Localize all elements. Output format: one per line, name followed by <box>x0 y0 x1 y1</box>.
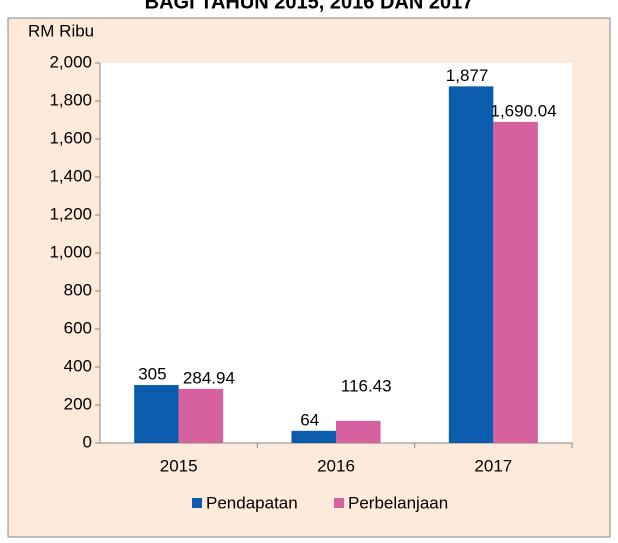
chart-title: BAGI TAHUN 2015, 2016 DAN 2017 <box>145 0 474 13</box>
y-tick-label: 200 <box>64 394 92 413</box>
y-tick-label: 0 <box>83 432 92 451</box>
y-tick-label: 600 <box>64 318 92 337</box>
y-tick-label: 1,800 <box>49 90 92 109</box>
legend-label: Pendapatan <box>206 493 298 512</box>
data-label: 1,690.04 <box>490 101 556 120</box>
bar <box>178 388 224 443</box>
y-tick-label: 1,000 <box>49 242 92 261</box>
y-tick-label: 2,000 <box>49 52 92 71</box>
x-tick-label: 2015 <box>160 456 198 475</box>
y-tick-label: 800 <box>64 280 92 299</box>
legend-swatch <box>192 498 202 508</box>
x-tick-label: 2017 <box>474 456 512 475</box>
bar <box>291 430 336 443</box>
data-label: 1,877 <box>446 66 489 85</box>
y-tick-label: 1,400 <box>49 166 92 185</box>
data-label: 64 <box>300 410 319 429</box>
bar <box>493 121 538 444</box>
y-tick-label: 1,200 <box>49 204 92 223</box>
legend-swatch <box>334 498 344 508</box>
bar <box>134 385 179 443</box>
bar <box>448 86 494 444</box>
bar <box>336 420 381 443</box>
y-tick-label: 1,600 <box>49 128 92 147</box>
data-label: 284.94 <box>183 368 235 387</box>
y-axis-label: RM Ribu <box>28 21 94 40</box>
x-tick-label: 2016 <box>317 456 355 475</box>
data-label: 305 <box>138 365 166 384</box>
legend-label: Perbelanjaan <box>348 493 448 512</box>
data-label: 116.43 <box>341 376 392 395</box>
y-tick-label: 400 <box>64 356 92 375</box>
